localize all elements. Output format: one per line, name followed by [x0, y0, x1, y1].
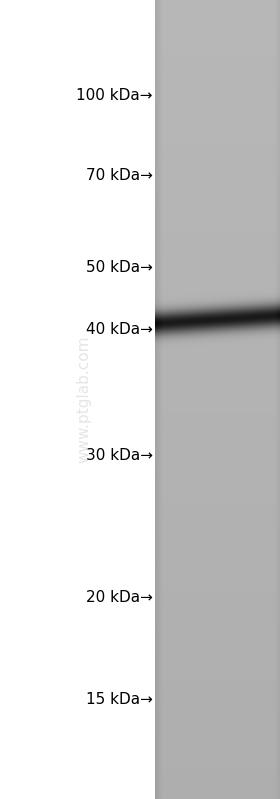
Text: www.ptglab.com: www.ptglab.com	[76, 336, 92, 463]
Text: 15 kDa→: 15 kDa→	[86, 693, 153, 707]
Text: 30 kDa→: 30 kDa→	[86, 447, 153, 463]
Text: 50 kDa→: 50 kDa→	[86, 260, 153, 276]
Text: 40 kDa→: 40 kDa→	[86, 323, 153, 337]
Text: 70 kDa→: 70 kDa→	[86, 168, 153, 182]
Text: 100 kDa→: 100 kDa→	[76, 88, 153, 102]
Text: 20 kDa→: 20 kDa→	[86, 590, 153, 606]
